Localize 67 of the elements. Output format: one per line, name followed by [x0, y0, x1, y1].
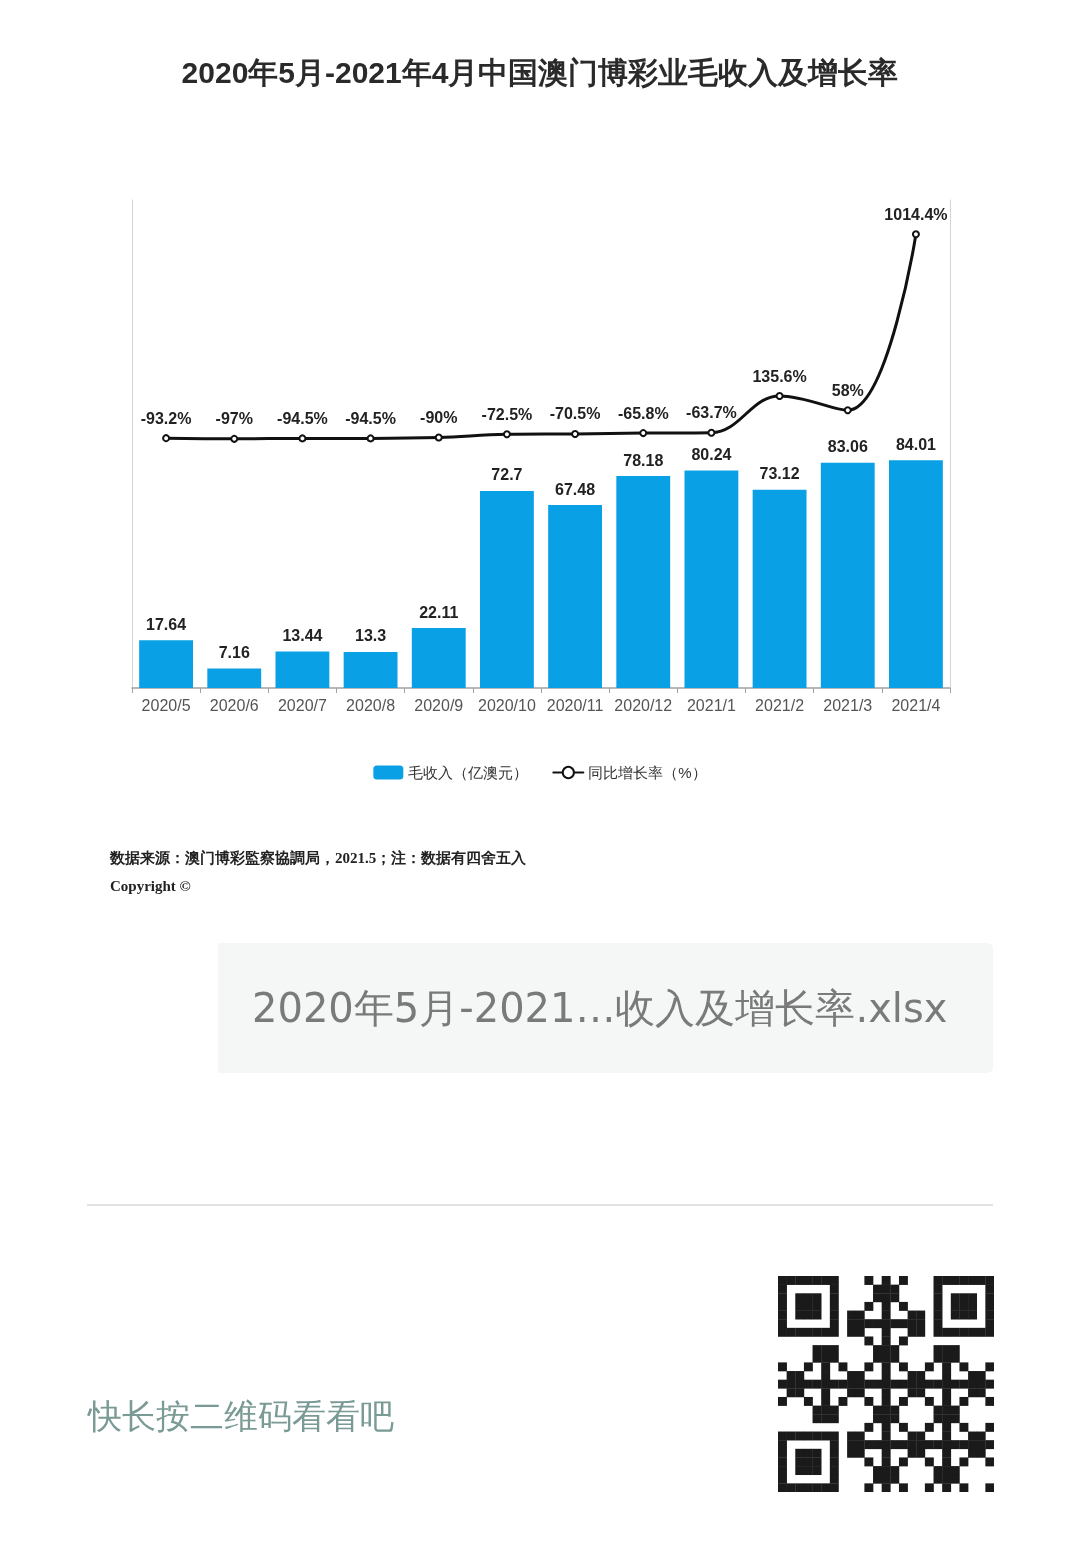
bar [207, 668, 262, 688]
data-label: -97% [215, 410, 253, 428]
data-label: 13.3 [355, 627, 387, 645]
point [639, 429, 648, 438]
data-label: 83.06 [827, 438, 868, 456]
point [434, 433, 443, 442]
bar [548, 505, 603, 688]
data-label: 73.12 [759, 465, 800, 483]
x-tick-label: 2020/7 [277, 696, 327, 714]
text: Copyright © [110, 878, 191, 895]
x-tick-label: 2020/5 [141, 696, 191, 714]
bar [616, 476, 671, 688]
x-tick-label: 2020/10 [477, 696, 536, 714]
x-tick-label: 2021/1 [686, 696, 736, 714]
data-label: -90% [420, 409, 458, 427]
x-tick-label: 2021/3 [823, 696, 873, 714]
bar [275, 651, 330, 688]
bar [888, 460, 943, 688]
data-label: -70.5% [549, 405, 601, 423]
data-label: 84.01 [895, 435, 937, 453]
data-label: 7.16 [218, 644, 250, 662]
point [502, 430, 511, 439]
legend-label: 毛收入（亿澳元） [408, 764, 529, 781]
data-label: 17.64 [146, 615, 187, 633]
point [366, 434, 375, 443]
legend-label: 同比增长率（%） [588, 764, 707, 781]
text: 快长按二维码看看吧 [88, 1395, 394, 1438]
file-card: 2020年5月-2021…收入及增长率.xlsx [218, 943, 993, 1073]
bar [411, 628, 466, 688]
point [230, 434, 239, 443]
x-tick-label: 2020/6 [209, 696, 259, 714]
data-label: 67.48 [555, 480, 596, 498]
data-label: 80.24 [691, 445, 732, 463]
bar [684, 470, 739, 688]
data-label: 1014.4% [884, 205, 948, 223]
bar [139, 640, 194, 688]
data-label: -94.5% [277, 409, 328, 427]
bar [752, 489, 807, 688]
data-label: 58% [831, 381, 864, 399]
point [162, 434, 171, 443]
source-note: 数据来源：澳门博彩監察協調局，2021.5；注：数据有四舍五入 [110, 849, 527, 868]
x-tick-label: 2021/4 [891, 696, 941, 714]
data-label: -65.8% [617, 404, 669, 422]
data-label: -63.7% [686, 404, 737, 422]
point [571, 429, 580, 438]
data-label: 135.6% [752, 367, 807, 385]
chart-title: 2020年5月-2021年4月中国澳门博彩业毛收入及增长率 [181, 55, 899, 89]
data-label: 22.11 [419, 603, 459, 621]
point [707, 428, 716, 437]
x-tick-label: 2020/8 [346, 696, 396, 714]
data-label: -93.2% [140, 409, 192, 427]
bar [820, 462, 875, 688]
x-tick-label: 2020/11 [546, 696, 604, 714]
x-tick-label: 2020/12 [614, 696, 673, 714]
point [911, 230, 920, 239]
x-tick-label: 2020/9 [414, 696, 464, 714]
point [775, 392, 784, 401]
data-label: 72.7 [491, 466, 523, 484]
bar [479, 490, 534, 688]
data-label: -72.5% [481, 405, 533, 423]
data-label: -94.5% [345, 409, 396, 427]
bar [343, 651, 398, 688]
point [843, 406, 852, 415]
data-label: 78.18 [623, 451, 664, 469]
x-tick-label: 2021/2 [755, 696, 805, 714]
data-label: 13.44 [282, 627, 323, 645]
point [298, 434, 307, 443]
